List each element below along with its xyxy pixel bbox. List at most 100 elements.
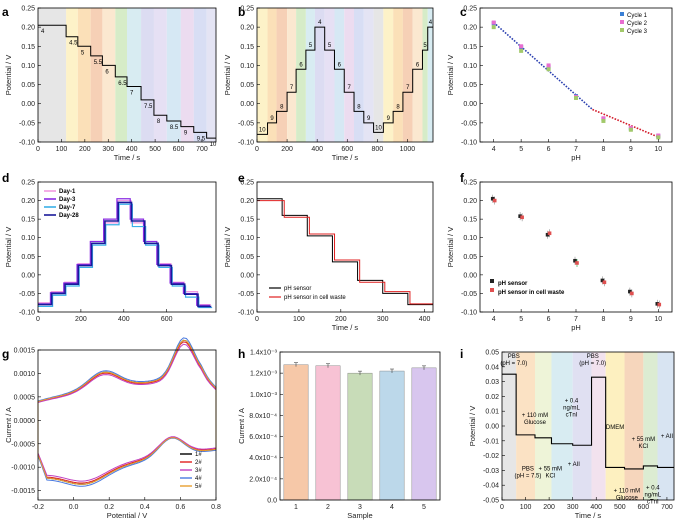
x-tick-label: 200 <box>543 504 555 511</box>
data-point <box>574 95 578 100</box>
legend-marker <box>620 20 624 24</box>
y-axis-label: Potential / V <box>446 227 455 267</box>
ph-step-label: 6.5 <box>118 81 127 87</box>
background-band <box>166 8 181 142</box>
y-axis-label: Potential / V <box>223 55 232 95</box>
panel-label-i: i <box>460 347 463 361</box>
ph-step-label: 5 <box>328 43 332 49</box>
y-tick-label: 0.25 <box>21 180 35 187</box>
x-tick-label: 0.8 <box>211 504 221 511</box>
potential-trace <box>502 373 674 470</box>
legend: 1# 2# 3# 4# 5# <box>180 452 202 490</box>
ph-step-label: 9 <box>270 116 274 122</box>
background-band <box>516 352 535 500</box>
y-tick-label: 2.0x10⁻⁴ <box>249 476 277 483</box>
y-tick-label: 0.25 <box>240 180 254 187</box>
data-point <box>628 289 632 294</box>
plot-frame <box>37 349 217 501</box>
annotation: + AII <box>568 462 581 468</box>
legend-label: Day-1 <box>59 189 76 195</box>
x-tick-label: 10 <box>654 316 662 323</box>
background-band <box>363 8 374 142</box>
x-tick-label: 6 <box>547 146 551 153</box>
background-band <box>314 8 325 142</box>
x-tick-label: 400 <box>126 146 138 153</box>
y-tick-label: 0.00 <box>240 101 254 108</box>
x-tick-label: 6 <box>547 316 551 323</box>
x-tick-label: 600 <box>341 146 353 153</box>
x-tick-label: 300 <box>102 146 114 153</box>
background-band <box>153 8 167 142</box>
background-band <box>657 352 674 500</box>
x-tick-label: 0 <box>255 316 259 323</box>
x-tick-label: 700 <box>661 504 673 511</box>
y-tick-label: 0.20 <box>463 198 477 205</box>
y-tick-label: -0.05 <box>19 120 35 127</box>
legend-marker <box>620 28 624 32</box>
background-band <box>77 8 91 142</box>
x-tick-label: 600 <box>638 504 650 511</box>
y-tick-label: 0.15 <box>21 44 35 51</box>
data-point <box>491 25 496 30</box>
ph-step-label: 10 <box>210 142 217 148</box>
y-tick-label: 0.25 <box>240 6 254 13</box>
x-tick-label: 4 <box>492 146 496 153</box>
x-tick-label: 9 <box>629 146 633 153</box>
ph-step-label: 8 <box>280 104 284 110</box>
y-tick-label: -0.0010 <box>11 465 35 472</box>
background-band <box>180 8 194 142</box>
y-tick-label: 0.05 <box>21 82 35 89</box>
panel-label-e: e <box>238 171 245 185</box>
legend-label: pH sensor in cell waste <box>498 290 565 296</box>
y-tick-label: 0.01 <box>485 409 499 416</box>
y-tick-label: 0.15 <box>240 217 254 224</box>
y-tick-label: -0.02 <box>483 453 499 460</box>
x-tick-label: 600 <box>161 316 173 323</box>
y-tick-label: 0.0015 <box>14 348 36 355</box>
panel-c: c Cycle 1 Cycle 2 Cycle 3 4 5 6 7 8 9 10 -0.10 -0.05… <box>446 5 673 162</box>
panel-label-a: a <box>2 5 9 19</box>
y-tick-label: 0.05 <box>240 254 254 261</box>
x-tick-label: 7 <box>574 146 578 153</box>
data-point <box>573 258 577 263</box>
background-band <box>324 8 335 142</box>
background-band <box>206 8 216 142</box>
x-axis-label: Time / s <box>114 153 141 162</box>
x-axis-label: pH <box>571 323 581 332</box>
y-tick-label: 0.00 <box>463 101 477 108</box>
y-tick-label: 0.00 <box>21 101 35 108</box>
y-tick-label: 0.05 <box>463 254 477 261</box>
data-point <box>628 127 633 132</box>
x-tick-label: 4 <box>492 316 496 323</box>
ph-step-label: 4 <box>41 29 45 35</box>
panel-h: h 1 2 3 4 5 0.0 2.0x10⁻⁴ 4.0x10⁻⁴ 6.0x10⁻⁴ 8.0x10⁻… <box>237 347 441 520</box>
ph-step-label: 7 <box>290 85 294 91</box>
data-point <box>656 135 661 140</box>
legend-marker <box>490 288 494 292</box>
x-tick-label: 1 <box>294 504 298 511</box>
y-tick-label: 0.04 <box>485 364 499 371</box>
background-band <box>551 352 573 500</box>
series-line <box>257 200 433 305</box>
y-tick-label: 0.05 <box>240 82 254 89</box>
background-band <box>502 352 517 500</box>
annotation: + 110 mM Glucose <box>522 413 548 426</box>
fit-line <box>592 108 659 138</box>
x-axis-label: pH <box>571 153 581 162</box>
background-band <box>591 352 606 500</box>
x-tick-label: 0.2 <box>104 504 114 511</box>
background-band <box>422 8 428 142</box>
y-tick-label: 0.00 <box>21 272 35 279</box>
annotation: + 55 mM KCl <box>632 437 656 450</box>
data-point <box>602 280 607 285</box>
x-tick-label: 9 <box>629 316 633 323</box>
x-tick-label: 100 <box>56 146 68 153</box>
ph-step-label: 5 <box>81 50 85 56</box>
x-tick-label: 0.6 <box>176 504 186 511</box>
y-tick-label: 0.0005 <box>14 394 36 401</box>
fit-line <box>493 21 593 111</box>
panel-e: e pH sensor pH sensor in cell waste 0 100 200… <box>223 171 434 332</box>
ph-step-label: 7 <box>130 90 134 96</box>
background-band <box>305 8 315 142</box>
